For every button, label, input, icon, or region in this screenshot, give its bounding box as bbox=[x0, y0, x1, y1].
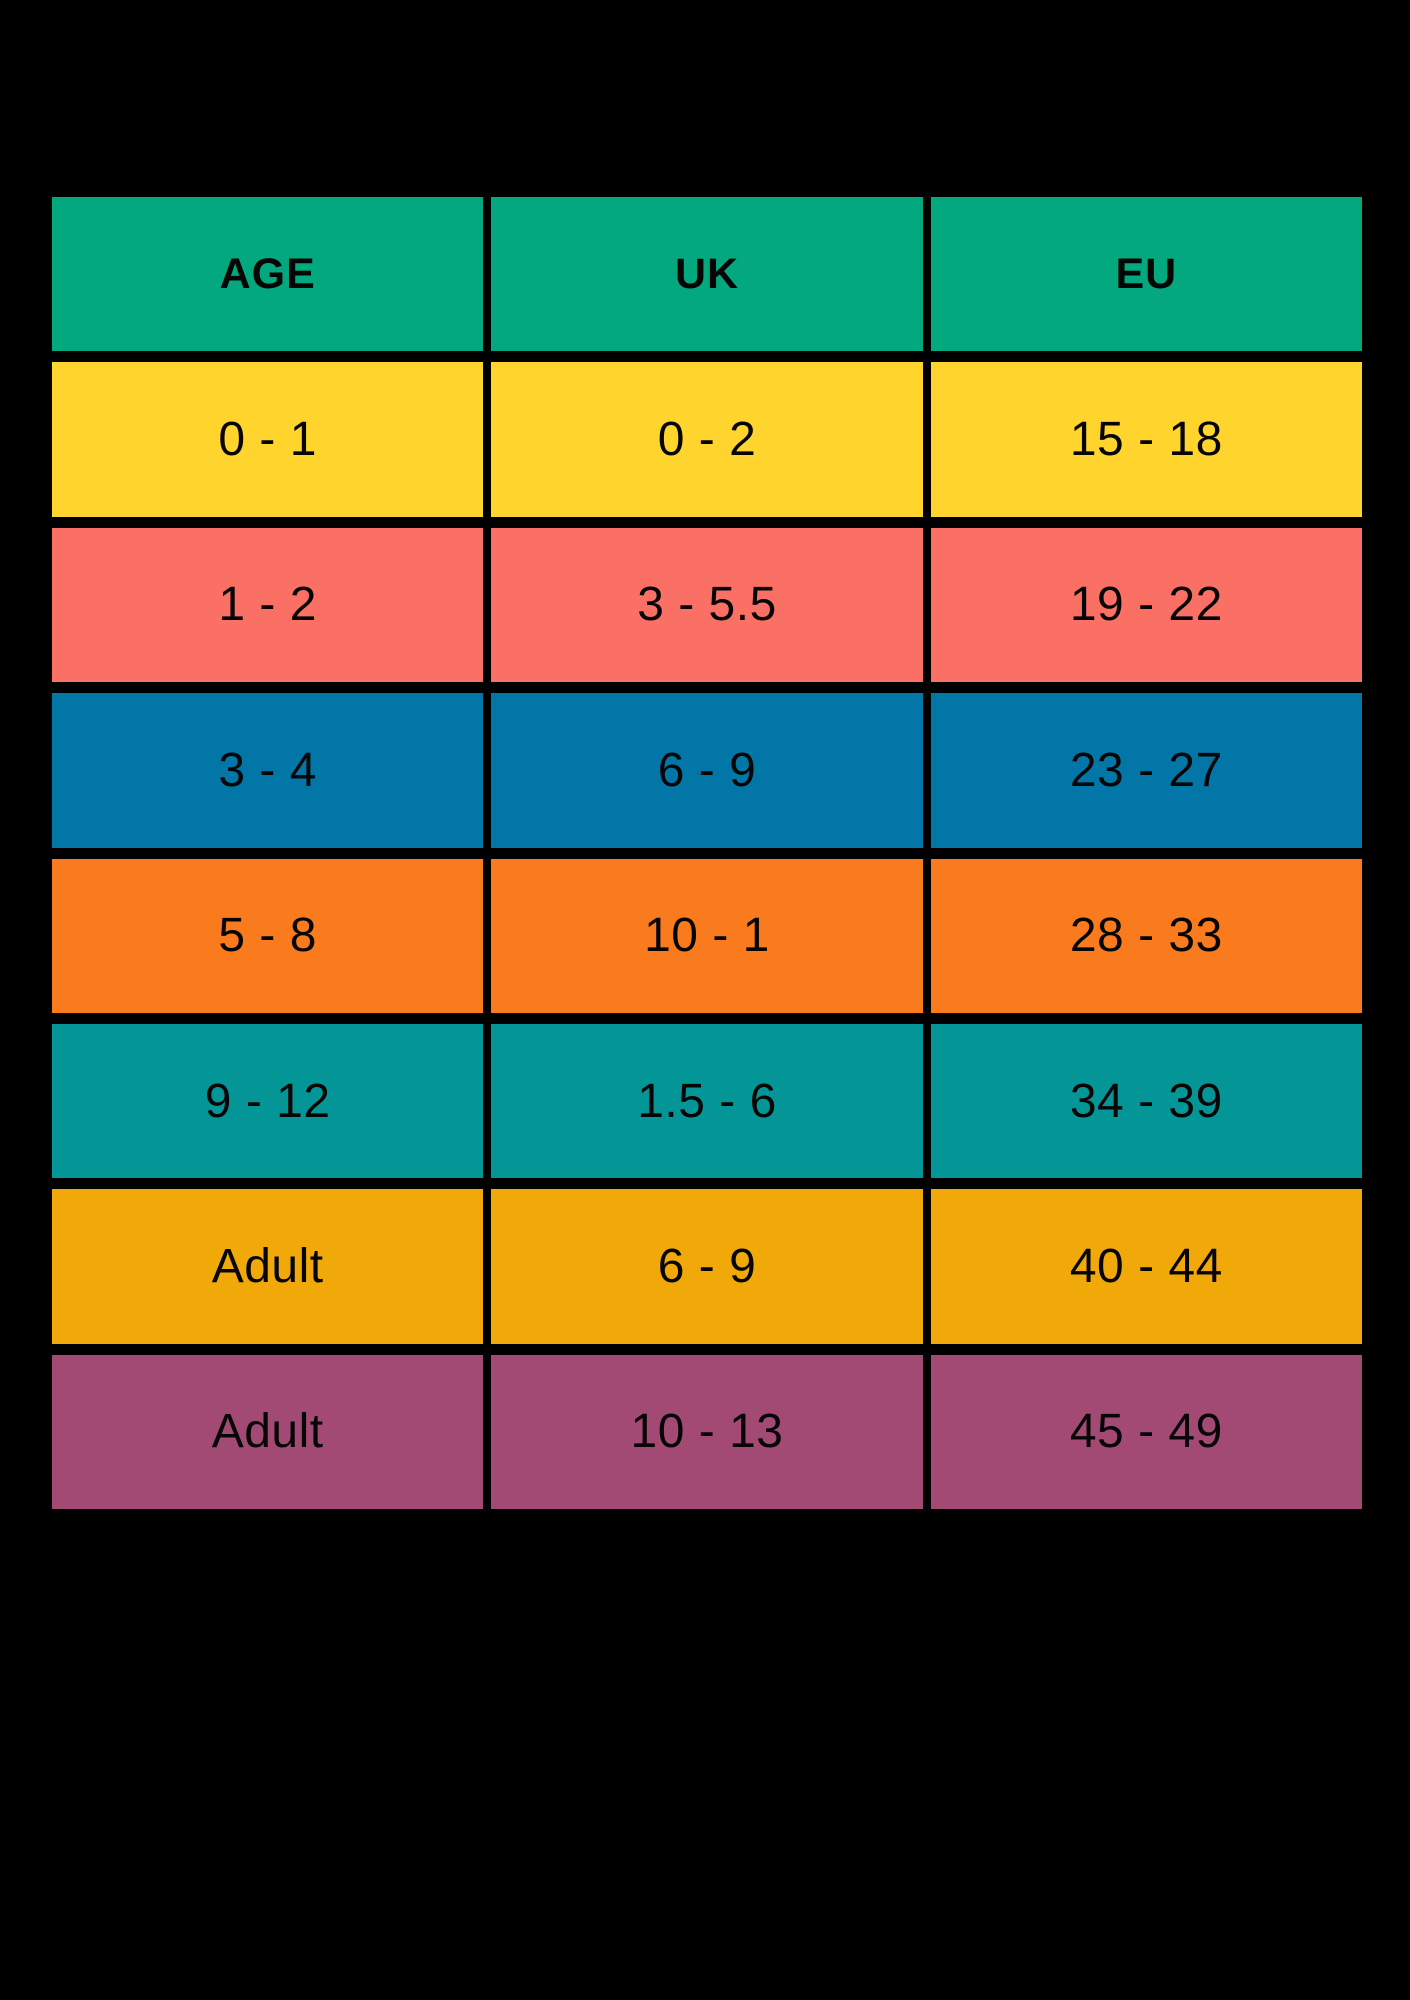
table-cell-eu: 23 - 27 bbox=[929, 692, 1363, 849]
table-cell-age: 9 - 12 bbox=[51, 1022, 485, 1180]
table-cell-uk: 0 - 2 bbox=[490, 361, 924, 518]
table-cell-age: 0 - 1 bbox=[51, 361, 485, 518]
table-cell-eu: 45 - 49 bbox=[929, 1353, 1363, 1510]
table-cell-uk: 1.5 - 6 bbox=[490, 1022, 924, 1180]
table-cell-eu: 28 - 33 bbox=[929, 857, 1363, 1014]
header-cell-eu: EU bbox=[929, 196, 1363, 353]
table-cell-age: 1 - 2 bbox=[51, 526, 485, 684]
table-cell-uk: 3 - 5.5 bbox=[490, 526, 924, 684]
table-cell-age: Adult bbox=[51, 1353, 485, 1510]
table-cell-uk: 10 - 1 bbox=[490, 857, 924, 1014]
table-cell-eu: 34 - 39 bbox=[929, 1022, 1363, 1180]
header-cell-uk: UK bbox=[490, 196, 924, 353]
shoe-size-table: AGE UK EU 0 - 1 0 - 2 15 - 18 1 - 2 3 - … bbox=[51, 196, 1363, 1510]
table-cell-uk: 10 - 13 bbox=[490, 1353, 924, 1510]
header-cell-age: AGE bbox=[51, 196, 485, 353]
table-cell-eu: 40 - 44 bbox=[929, 1188, 1363, 1345]
table-cell-uk: 6 - 9 bbox=[490, 1188, 924, 1345]
table-cell-age: 3 - 4 bbox=[51, 692, 485, 849]
table-cell-uk: 6 - 9 bbox=[490, 692, 924, 849]
table-cell-age: Adult bbox=[51, 1188, 485, 1345]
table-cell-age: 5 - 8 bbox=[51, 857, 485, 1014]
table-cell-eu: 19 - 22 bbox=[929, 526, 1363, 684]
table-cell-eu: 15 - 18 bbox=[929, 361, 1363, 518]
